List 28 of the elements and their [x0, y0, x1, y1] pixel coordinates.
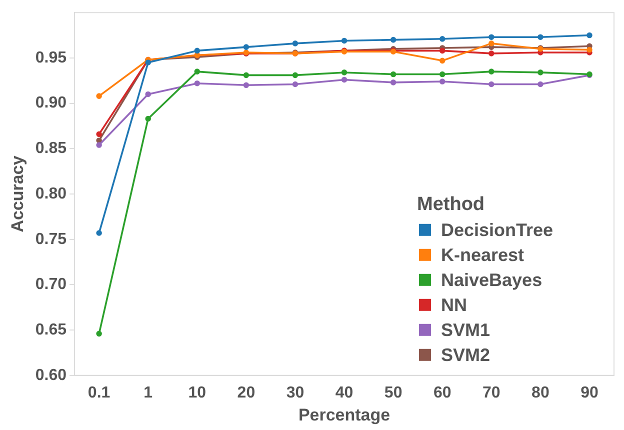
x-tick-label: 80	[532, 384, 550, 402]
legend-title: Method	[417, 194, 485, 216]
legend-label: K-nearest	[441, 244, 524, 265]
x-tick-label: 70	[482, 384, 500, 402]
y-tick-label: 0.80	[35, 185, 67, 202]
x-tick-label: 30	[286, 384, 304, 402]
legend-label: SVM2	[441, 344, 490, 365]
y-tick-label: 0.65	[35, 321, 67, 338]
x-tick-label: 50	[384, 384, 402, 402]
legend-label: NaiveBayes	[441, 270, 542, 290]
x-tick-label: 10	[188, 384, 206, 402]
legend-label: SVM1	[441, 320, 490, 340]
x-tick-label: 1	[144, 384, 153, 402]
x-tick-label: 90	[580, 384, 598, 402]
y-axis-title: Accuracy	[8, 155, 27, 232]
y-tick-label: 0.75	[35, 230, 67, 248]
y-tick-label: 0.60	[35, 366, 67, 384]
y-tick-label: 0.70	[35, 276, 67, 294]
x-tick-label: 60	[433, 384, 452, 402]
x-tick-label: 20	[237, 384, 256, 402]
x-tick-label: 0.1	[88, 384, 110, 402]
y-tick-label: 0.90	[35, 94, 67, 112]
y-tick-label: 0.95	[35, 49, 67, 66]
x-tick-label: 40	[335, 384, 354, 402]
legend-label: DecisionTree	[441, 220, 554, 240]
x-axis-title: Percentage	[298, 405, 390, 424]
y-tick-label: 0.85	[35, 140, 67, 158]
legend-label: NN	[441, 294, 467, 315]
